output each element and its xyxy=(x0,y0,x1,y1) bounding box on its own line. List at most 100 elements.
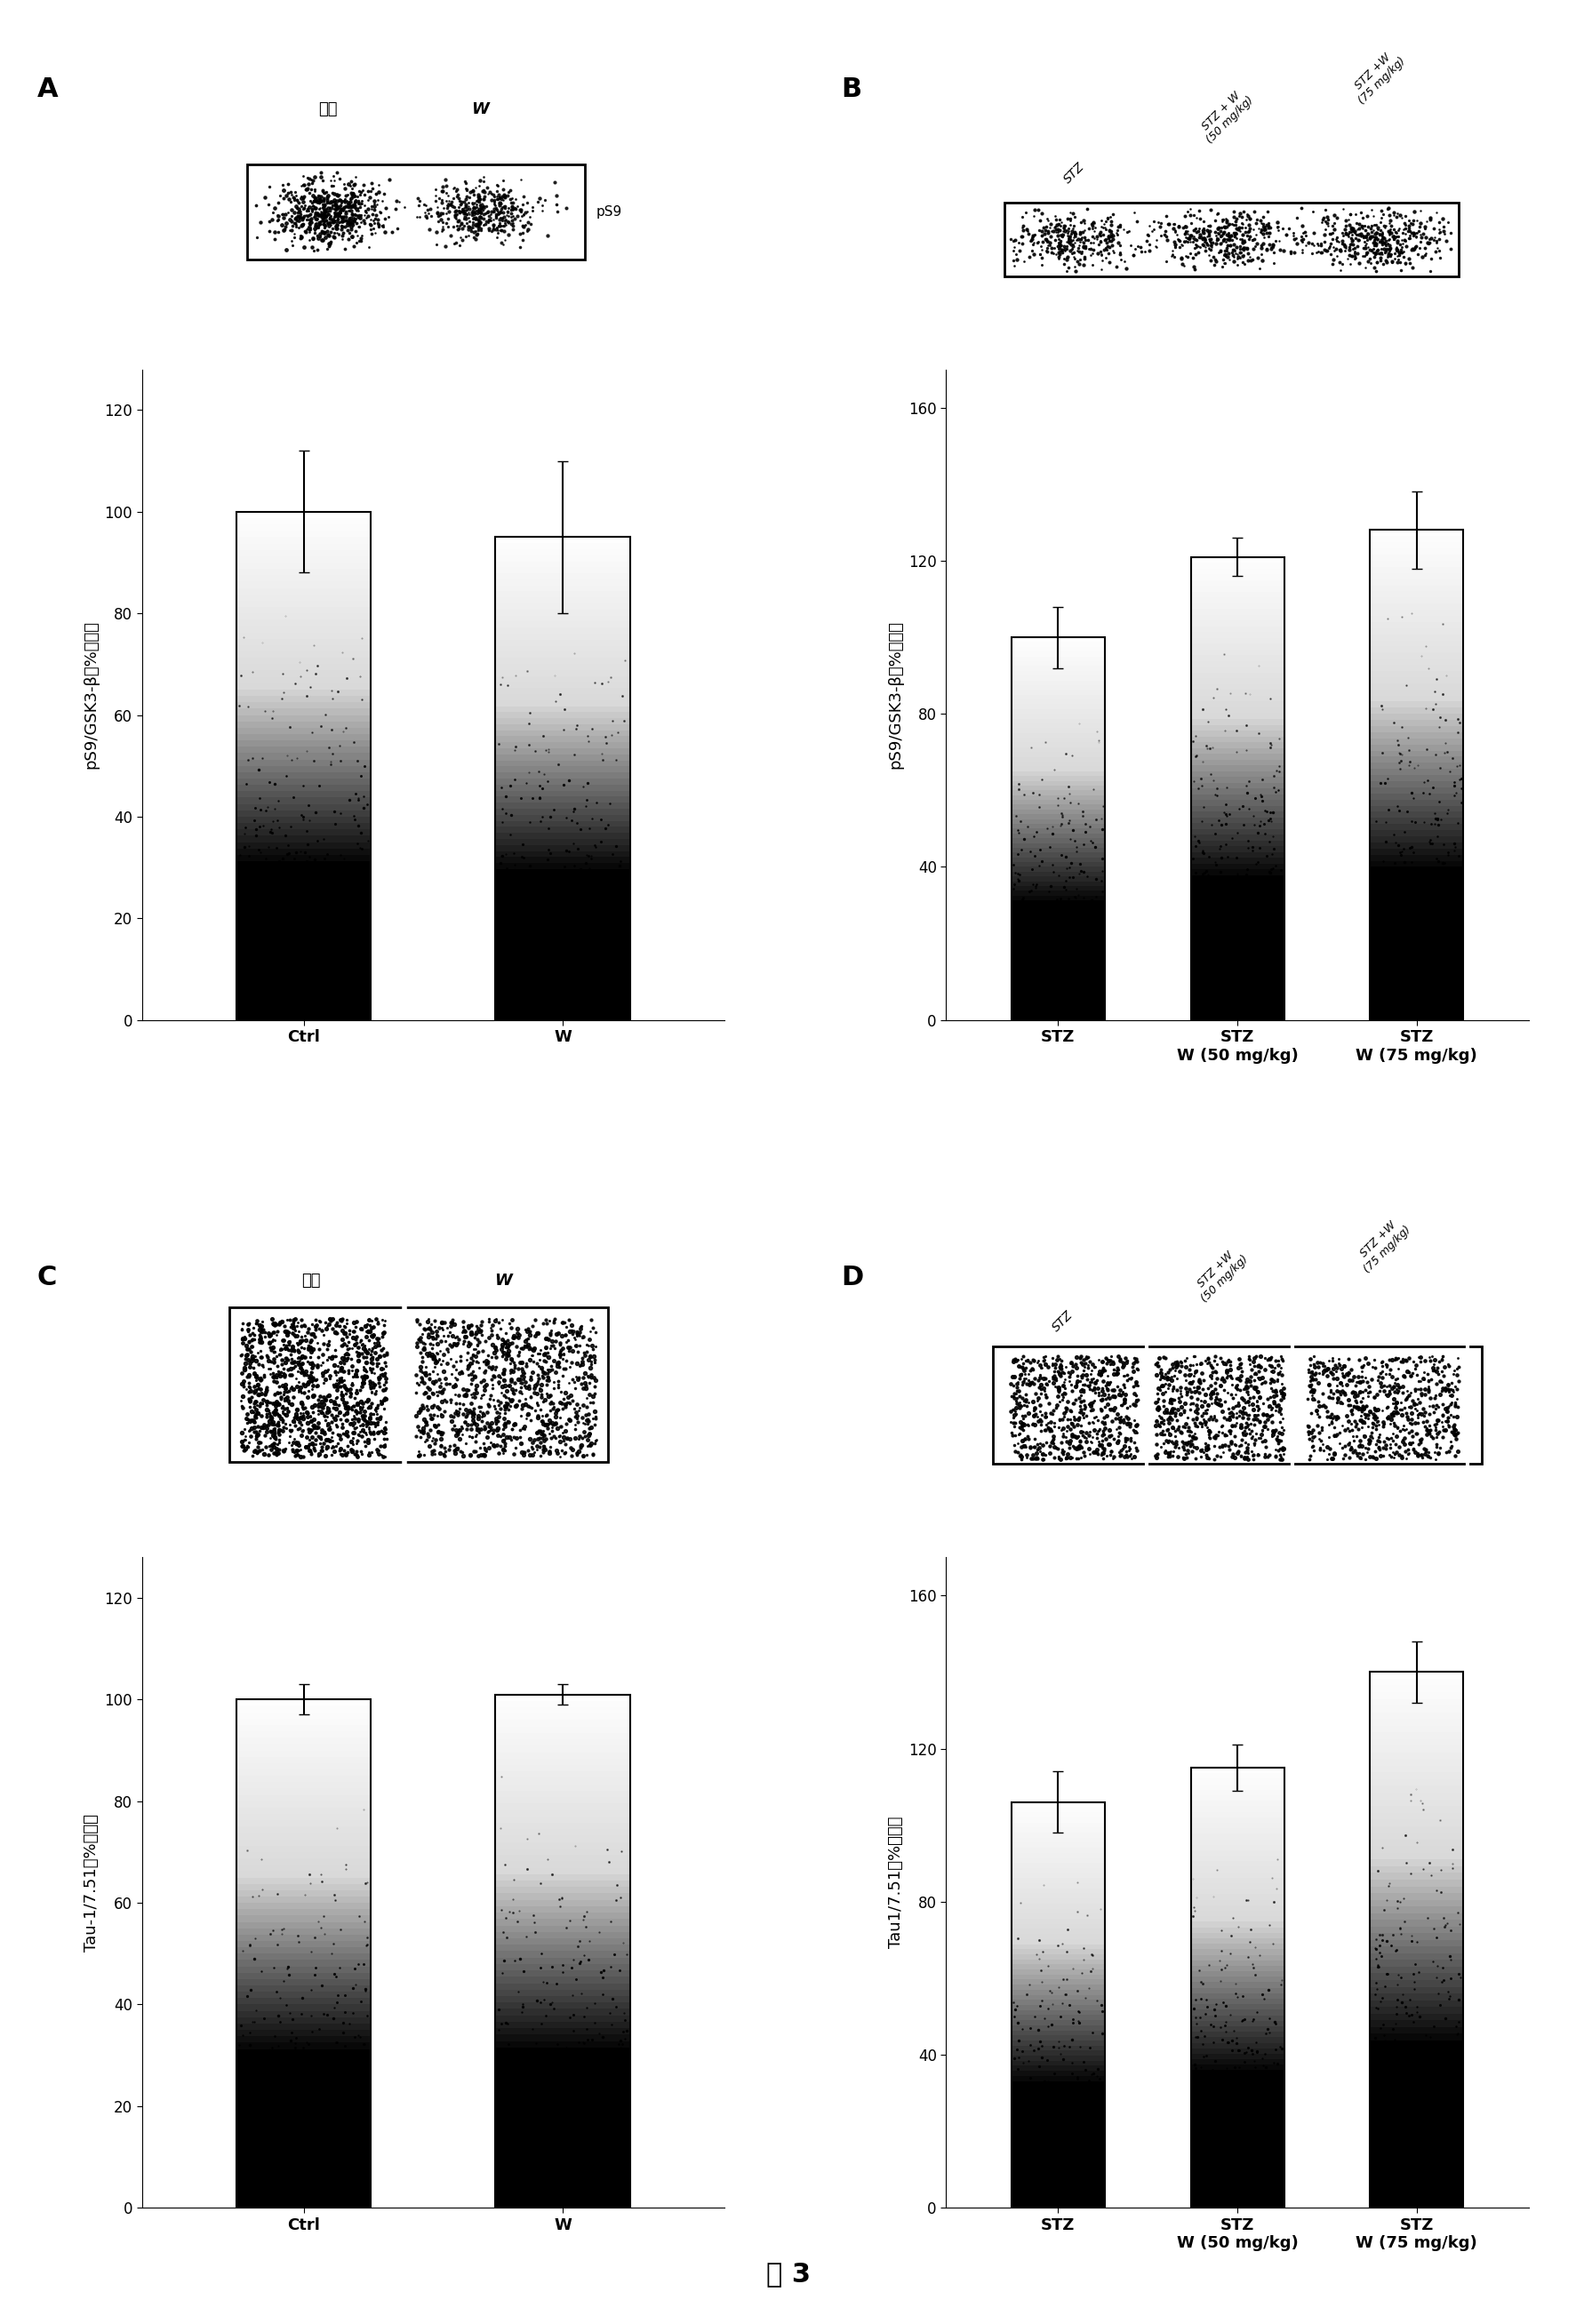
Bar xyxy=(236,1717,370,1724)
Bar xyxy=(1012,1938,1105,1945)
Bar xyxy=(1370,658,1464,665)
Bar xyxy=(236,2131,370,2138)
Bar xyxy=(1191,713,1284,718)
Bar xyxy=(495,2029,630,2034)
Bar xyxy=(1191,2022,1284,2027)
Bar xyxy=(1012,704,1105,709)
Bar xyxy=(1191,2092,1284,2099)
Bar xyxy=(236,1757,370,1764)
Bar xyxy=(1370,1827,1464,1834)
Bar xyxy=(495,651,630,658)
Bar xyxy=(495,1945,630,1952)
Bar xyxy=(1012,667,1105,672)
Text: W: W xyxy=(495,1274,512,1290)
Bar xyxy=(495,646,630,651)
Bar xyxy=(1191,1829,1284,1834)
Bar xyxy=(1012,1980,1105,1985)
Bar xyxy=(495,2092,630,2099)
Bar xyxy=(1012,1889,1105,1894)
Bar xyxy=(1191,997,1284,1002)
Bar xyxy=(1191,574,1284,581)
Bar xyxy=(1012,2147,1105,2152)
Bar xyxy=(495,748,630,755)
Bar xyxy=(1012,853,1105,858)
Bar xyxy=(1191,660,1284,667)
Bar xyxy=(1370,609,1464,616)
Bar xyxy=(495,669,630,676)
Bar xyxy=(1012,1882,1105,1889)
Bar xyxy=(1012,985,1105,992)
Bar xyxy=(1191,1959,1284,1966)
Bar xyxy=(236,1801,370,1808)
Bar xyxy=(495,802,630,809)
Bar xyxy=(1191,927,1284,934)
Bar xyxy=(1012,818,1105,823)
Bar xyxy=(1370,848,1464,855)
Bar xyxy=(1370,916,1464,923)
Bar xyxy=(1012,772,1105,776)
Bar xyxy=(1370,1966,1464,1973)
Bar xyxy=(1370,2087,1464,2094)
Bar xyxy=(1370,2161,1464,2168)
Bar xyxy=(495,816,630,820)
Bar xyxy=(1012,2040,1105,2045)
Bar xyxy=(1191,667,1284,672)
Bar xyxy=(1370,885,1464,892)
Bar xyxy=(1370,709,1464,713)
Bar xyxy=(1191,911,1284,916)
Bar xyxy=(1191,672,1284,679)
Bar xyxy=(1012,1868,1105,1873)
Bar xyxy=(1191,597,1284,604)
Bar xyxy=(1012,823,1105,830)
Bar xyxy=(1191,2099,1284,2103)
Bar xyxy=(495,1792,630,1796)
Bar xyxy=(236,797,370,804)
Bar xyxy=(1012,744,1105,748)
Bar xyxy=(236,881,370,885)
Bar xyxy=(495,786,630,790)
Bar xyxy=(236,1985,370,1992)
Bar xyxy=(1370,792,1464,799)
Bar xyxy=(495,960,630,967)
Bar xyxy=(1370,1887,1464,1894)
Bar xyxy=(236,957,370,962)
Bar xyxy=(495,1931,630,1938)
Bar xyxy=(1191,1954,1284,1959)
Bar xyxy=(1370,867,1464,874)
Bar xyxy=(1370,2133,1464,2140)
Bar xyxy=(495,1957,630,1964)
Bar xyxy=(1370,806,1464,811)
Bar xyxy=(1370,1927,1464,1934)
Y-axis label: pS9/GSK3-β（%对照）: pS9/GSK3-β（%对照） xyxy=(84,621,99,769)
Bar xyxy=(1191,616,1284,621)
Bar xyxy=(495,1713,630,1720)
Bar xyxy=(1370,2034,1464,2040)
Bar xyxy=(236,690,370,695)
Bar xyxy=(236,932,370,937)
Bar xyxy=(1191,644,1284,648)
Bar xyxy=(1370,964,1464,971)
Bar xyxy=(1370,1780,1464,1785)
Bar xyxy=(1012,1920,1105,1924)
Bar xyxy=(1012,1843,1105,1848)
Bar xyxy=(1370,560,1464,567)
Bar xyxy=(1012,2075,1105,2080)
Bar xyxy=(495,2106,630,2113)
Bar xyxy=(1191,818,1284,823)
Bar xyxy=(1370,799,1464,806)
Bar xyxy=(1012,920,1105,925)
Bar xyxy=(1370,990,1464,995)
Bar xyxy=(1191,690,1284,695)
Bar xyxy=(1191,858,1284,865)
Bar xyxy=(1191,2196,1284,2203)
Bar xyxy=(1191,2064,1284,2071)
Bar xyxy=(236,2182,370,2189)
Bar xyxy=(1370,1948,1464,1952)
Bar xyxy=(495,665,630,669)
Bar xyxy=(1012,885,1105,890)
Bar xyxy=(1012,2157,1105,2161)
Bar xyxy=(1370,1685,1464,1692)
Bar xyxy=(1012,1903,1105,1908)
Bar xyxy=(1370,1813,1464,1820)
Bar xyxy=(236,530,370,537)
